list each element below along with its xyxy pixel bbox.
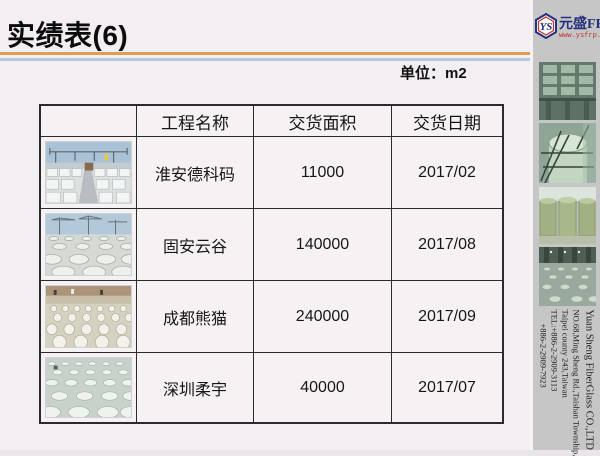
table-row-1-area: 11000 bbox=[254, 137, 392, 209]
header-delivery-area: 交货面积 bbox=[254, 106, 392, 137]
logo-website: www.ysfrp.tw bbox=[559, 31, 600, 40]
table-row-1-date: 2017/02 bbox=[392, 137, 502, 209]
table-row-4-area: 40000 bbox=[254, 353, 392, 422]
ys-hexagon-logo-icon: YS bbox=[534, 12, 558, 44]
logo-texts: 元盛FRP www.ysfrp.tw bbox=[559, 16, 600, 40]
ceiling-structure-photo bbox=[539, 62, 596, 120]
frp-tank-photo bbox=[539, 123, 596, 183]
company-contact-vertical-text: Yuan Sheng FiberGlass CO.,LTD NO.68,Ming… bbox=[536, 309, 596, 456]
unit-label: 单位：m2 bbox=[400, 65, 467, 82]
table-row-3-date: 2017/09 bbox=[392, 281, 502, 353]
table-row-4-date: 2017/07 bbox=[418, 378, 476, 396]
company-phone-line-1: TEL:+886-2-2909-3113 bbox=[549, 309, 560, 392]
title-divider-orange bbox=[0, 52, 530, 55]
company-address-line-2: Taipei county 243,Taiwan bbox=[560, 309, 571, 398]
table-row-3-photo-cell bbox=[41, 281, 137, 353]
svg-text:YS: YS bbox=[540, 21, 553, 33]
title-divider-blue bbox=[0, 58, 530, 61]
table-row-4-photo-cell bbox=[41, 353, 137, 422]
guan-pipe-field-photo bbox=[45, 213, 132, 276]
projects-table: 工程名称 交货面积 交货日期 bbox=[39, 104, 504, 424]
table-row-1-name: 淮安德科码 bbox=[137, 137, 254, 209]
table-row-2-date: 2017/08 bbox=[392, 209, 502, 281]
table-row-4-name: 深圳柔宇 bbox=[137, 353, 254, 422]
table-row-2-area: 140000 bbox=[254, 209, 392, 281]
header-delivery-date: 交货日期 bbox=[392, 106, 502, 137]
company-address-line-1: NO.68,Ming Sheng Rd.,Taishan Township, bbox=[571, 309, 582, 456]
company-phone-line-2: +886-2-2909-7923 bbox=[538, 323, 549, 388]
header-photo-blank bbox=[41, 106, 137, 137]
storage-tanks-photo bbox=[539, 187, 596, 244]
company-logo: YS 元盛FRP www.ysfrp.tw bbox=[534, 12, 600, 44]
chengdu-cylinder-rows-photo bbox=[45, 285, 132, 348]
company-name-line: Yuan Sheng FiberGlass CO.,LTD bbox=[583, 309, 595, 450]
table-row-3-area: 240000 bbox=[254, 281, 392, 353]
page-title: 实绩表(6) bbox=[7, 20, 129, 51]
logo-company-name: 元盛FRP bbox=[559, 16, 600, 32]
table-row-1-photo-cell bbox=[41, 137, 137, 209]
table-row-2-photo-cell bbox=[41, 209, 137, 281]
table-row-2-name: 固安云谷 bbox=[137, 209, 254, 281]
table-row-3-name: 成都熊猫 bbox=[137, 281, 254, 353]
shenzhen-cylinder-rows-photo bbox=[45, 357, 132, 418]
header-project-name: 工程名称 bbox=[137, 106, 254, 137]
huaian-construction-site-photo bbox=[45, 141, 132, 204]
factory-floor-photo bbox=[539, 247, 596, 306]
sidebar: YS 元盛FRP www.ysfrp.tw bbox=[530, 0, 600, 450]
